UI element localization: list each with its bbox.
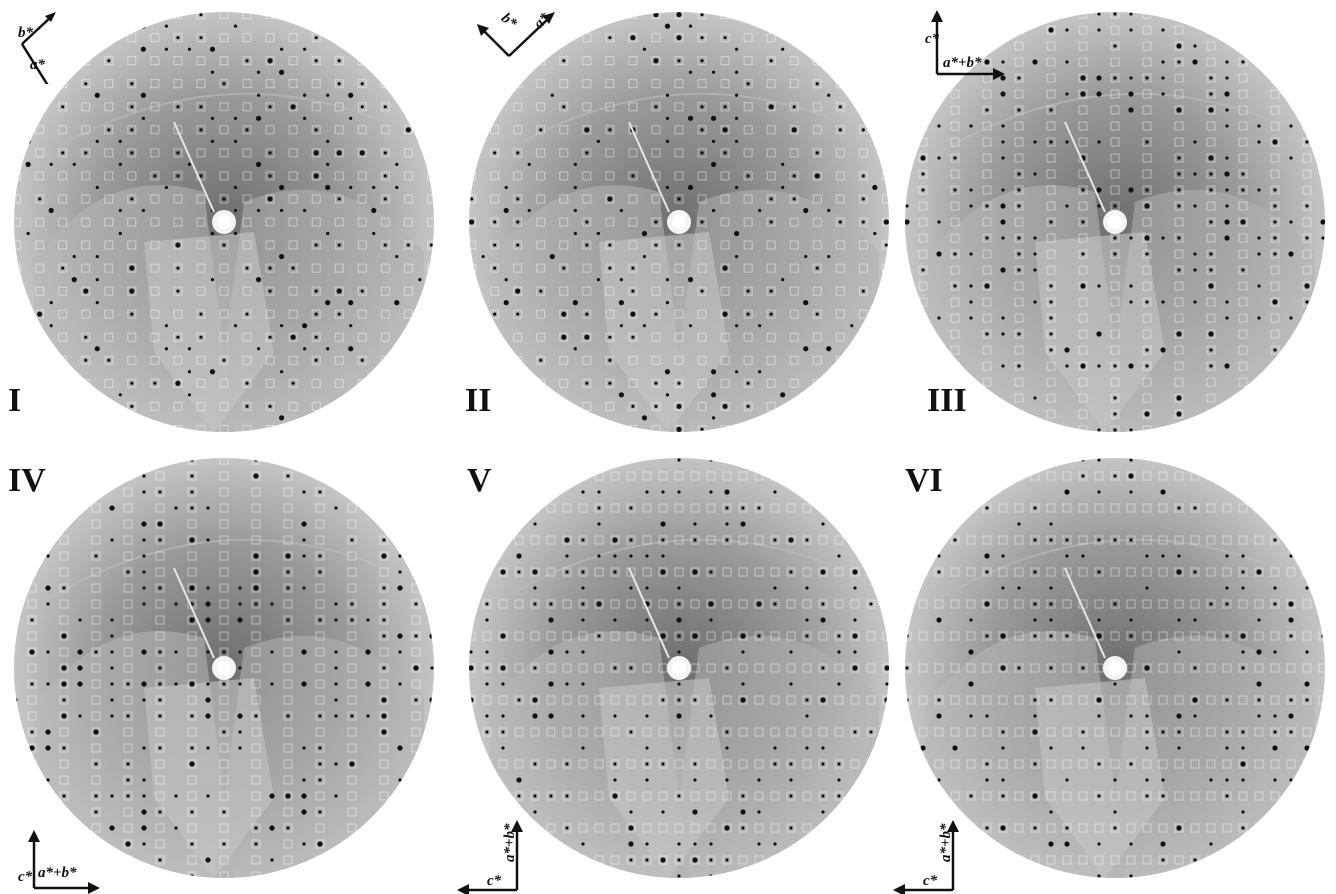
axis-label-ab: a*+b*	[938, 823, 954, 862]
diffraction-image-1	[14, 12, 434, 432]
diffraction-panel-2: II b* a*	[455, 0, 900, 446]
axis-arrows-icon	[477, 12, 555, 57]
axis-label-c: c*	[925, 31, 940, 47]
diffraction-panel-3: III c* a*+b*	[891, 0, 1336, 446]
panel-label: VI	[905, 462, 943, 499]
panel-label: II	[465, 382, 492, 419]
axis-label-a: a*	[30, 57, 45, 73]
panel-label: I	[8, 382, 22, 419]
diffraction-panel-5: V c* a*+b*	[455, 446, 900, 894]
diffraction-image-2	[469, 12, 889, 432]
panel-label: IV	[8, 462, 46, 499]
axis-label-ab: a*+b*	[943, 55, 982, 71]
diffraction-image-6	[905, 458, 1325, 878]
diffraction-panel-1: I b* a*	[0, 0, 445, 446]
axis-label-c: c*	[487, 873, 502, 889]
diffraction-panel-6: VI c* a*+b*	[891, 446, 1336, 894]
axis-arrows-icon	[931, 10, 1005, 80]
axis-label-ab: a*+b*	[502, 823, 518, 862]
diffraction-image-4	[14, 458, 434, 878]
axis-label-c: c*	[18, 869, 33, 885]
diffraction-image-3	[905, 12, 1325, 432]
axis-label-b: b*	[18, 25, 33, 41]
panel-label: V	[467, 462, 492, 499]
panel-label: III	[927, 382, 967, 419]
diffraction-image-5	[469, 458, 889, 878]
axis-arrows-icon	[28, 830, 100, 894]
axis-arrows-icon	[20, 12, 56, 84]
axis-label-c: c*	[923, 873, 938, 889]
diffraction-panel-4: IV c* a*+b*	[0, 446, 445, 894]
axis-label-ab: a*+b*	[38, 865, 77, 881]
